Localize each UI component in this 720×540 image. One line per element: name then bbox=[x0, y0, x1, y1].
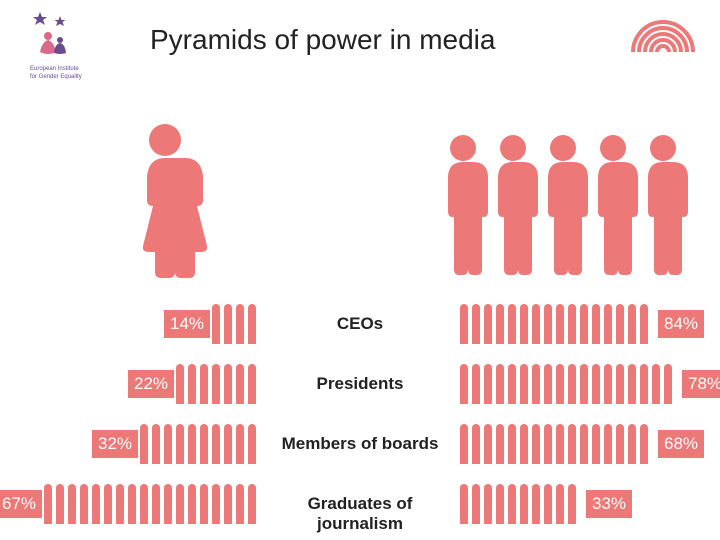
data-row: CEOs 14% 84% bbox=[0, 300, 720, 348]
data-row: Graduates of journalism67%33% bbox=[0, 480, 720, 528]
eige-logo: European Institute for Gender Equality bbox=[20, 10, 120, 95]
svg-text:European Institute: European Institute bbox=[30, 66, 79, 72]
page-title: Pyramids of power in media bbox=[150, 24, 495, 56]
right-bars bbox=[460, 484, 576, 524]
row-label: CEOs bbox=[270, 314, 450, 334]
right-percent: 33% bbox=[586, 490, 632, 518]
left-bars bbox=[212, 304, 256, 344]
left-percent: 14% bbox=[164, 310, 210, 338]
left-percent: 32% bbox=[92, 430, 138, 458]
left-percent: 67% bbox=[0, 490, 42, 518]
rainbow-icon bbox=[628, 14, 698, 59]
left-bars bbox=[176, 364, 256, 404]
row-label: Members of boards bbox=[270, 434, 450, 454]
svg-text:for Gender Equality: for Gender Equality bbox=[30, 74, 82, 80]
left-bars bbox=[140, 424, 256, 464]
right-percent: 84% bbox=[658, 310, 704, 338]
data-row: Members of boards 32% 68% bbox=[0, 420, 720, 468]
right-percent: 68% bbox=[658, 430, 704, 458]
row-label: Graduates of journalism bbox=[270, 494, 450, 534]
left-percent: 22% bbox=[128, 370, 174, 398]
right-bars bbox=[460, 304, 648, 344]
right-bars bbox=[460, 424, 648, 464]
woman-icon bbox=[120, 120, 210, 285]
row-label: Presidents bbox=[270, 374, 450, 394]
left-bars bbox=[44, 484, 256, 524]
icon-row bbox=[0, 120, 720, 280]
data-row: Presidents 22% 78% bbox=[0, 360, 720, 408]
men-group-icon bbox=[438, 132, 698, 282]
right-percent: 78% bbox=[682, 370, 720, 398]
right-bars bbox=[460, 364, 672, 404]
